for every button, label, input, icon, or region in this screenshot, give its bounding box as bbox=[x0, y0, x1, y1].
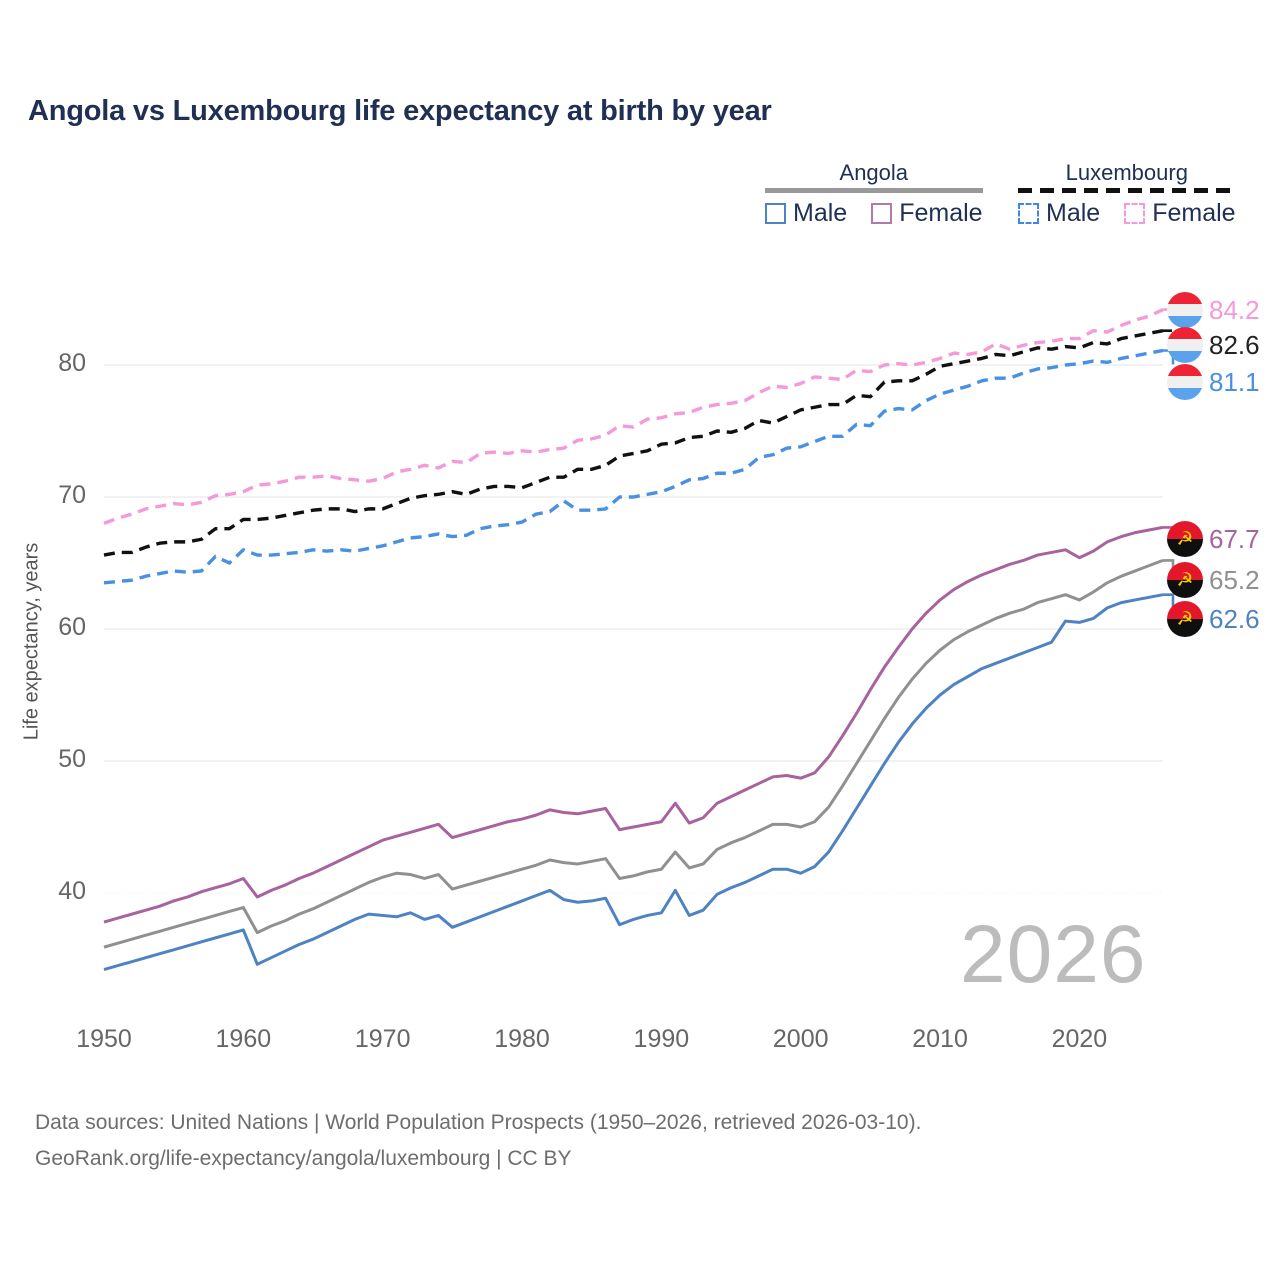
angola-flag-icon: ☭ bbox=[1167, 521, 1203, 557]
end-label-value: 82.6 bbox=[1209, 329, 1260, 360]
footer-line-2: GeoRank.org/life-expectancy/angola/luxem… bbox=[35, 1147, 572, 1170]
legend-label-angola-male: Male bbox=[793, 199, 848, 227]
y-axis-tick-60: 60 bbox=[58, 613, 86, 641]
legend-group-angola-rule bbox=[765, 188, 983, 193]
angola-flag-icon: ☭ bbox=[1167, 562, 1203, 598]
x-axis-tick-2020: 2020 bbox=[1051, 1025, 1108, 1053]
y-axis-tick-40: 40 bbox=[58, 877, 86, 905]
legend-group-luxembourg-label: Luxembourg bbox=[1065, 160, 1188, 185]
legend-item-luxembourg-male[interactable]: Male bbox=[1018, 201, 1100, 226]
y-axis-tick-80: 80 bbox=[58, 349, 86, 377]
legend-group-angola-label: Angola bbox=[839, 160, 909, 185]
year-watermark: 2026 bbox=[960, 909, 1147, 1000]
series-line-angola-female bbox=[103, 525, 1164, 924]
legend-label-angola-female: Female bbox=[899, 199, 983, 227]
end-label-value: 81.1 bbox=[1209, 366, 1260, 397]
footer-line-1: Data sources: United Nations | World Pop… bbox=[35, 1111, 922, 1134]
legend-swatch-angola-male bbox=[765, 203, 786, 224]
page-title: Angola vs Luxembourg life expectancy at … bbox=[28, 95, 772, 127]
end-label-luxembourg-1: 82.6 bbox=[1167, 327, 1260, 363]
x-axis-tick-2010: 2010 bbox=[912, 1025, 968, 1053]
legend: Angola Male Female Luxembourg Male Femal… bbox=[760, 160, 1260, 245]
x-axis-tick-1990: 1990 bbox=[633, 1025, 690, 1053]
footer-sources: Data sources: United Nations | World Pop… bbox=[35, 1105, 921, 1177]
legend-swatch-angola-female bbox=[871, 203, 893, 224]
end-label-value: 67.7 bbox=[1209, 523, 1260, 554]
series-line-luxembourg-male bbox=[103, 348, 1164, 585]
series-line-angola-both bbox=[103, 558, 1164, 949]
legend-label-luxembourg-female: Female bbox=[1152, 199, 1236, 227]
x-axis-tick-1960: 1960 bbox=[215, 1025, 272, 1053]
legend-label-luxembourg-male: Male bbox=[1046, 199, 1101, 227]
legend-item-angola-male[interactable]: Male bbox=[765, 201, 847, 226]
end-label-angola-5: ☭ 62.6 bbox=[1167, 601, 1260, 637]
end-label-luxembourg-0: 84.2 bbox=[1167, 292, 1260, 328]
angola-flag-icon: ☭ bbox=[1167, 601, 1203, 637]
y-axis-tick-50: 50 bbox=[58, 745, 86, 773]
end-label-angola-3: ☭ 67.7 bbox=[1167, 521, 1260, 557]
end-label-value: 84.2 bbox=[1209, 294, 1260, 325]
end-label-value: 65.2 bbox=[1209, 564, 1260, 595]
luxembourg-flag-icon bbox=[1167, 327, 1203, 363]
legend-group-angola: Angola Male Female bbox=[765, 160, 983, 226]
legend-item-luxembourg-female[interactable]: Female bbox=[1124, 199, 1236, 227]
legend-swatch-luxembourg-male bbox=[1018, 203, 1039, 224]
legend-group-luxembourg: Luxembourg Male Female bbox=[1018, 160, 1236, 226]
x-axis-tick-1950: 1950 bbox=[76, 1025, 132, 1053]
luxembourg-flag-icon bbox=[1167, 292, 1203, 328]
series-line-luxembourg-both bbox=[103, 329, 1164, 557]
y-axis-tick-70: 70 bbox=[58, 481, 86, 509]
x-axis-tick-1970: 1970 bbox=[354, 1025, 411, 1053]
luxembourg-flag-icon bbox=[1167, 364, 1203, 400]
series-line-luxembourg-female bbox=[103, 308, 1164, 525]
end-label-value: 62.6 bbox=[1209, 603, 1260, 634]
legend-item-angola-female[interactable]: Female bbox=[871, 199, 983, 227]
end-label-luxembourg-2: 81.1 bbox=[1167, 364, 1260, 400]
x-axis-tick-1980: 1980 bbox=[494, 1025, 550, 1053]
x-axis-tick-2000: 2000 bbox=[772, 1025, 829, 1053]
series-line-angola-male bbox=[103, 593, 1164, 972]
legend-group-luxembourg-rule bbox=[1018, 188, 1236, 193]
end-label-angola-4: ☭ 65.2 bbox=[1167, 562, 1260, 598]
legend-swatch-luxembourg-female bbox=[1124, 203, 1146, 224]
